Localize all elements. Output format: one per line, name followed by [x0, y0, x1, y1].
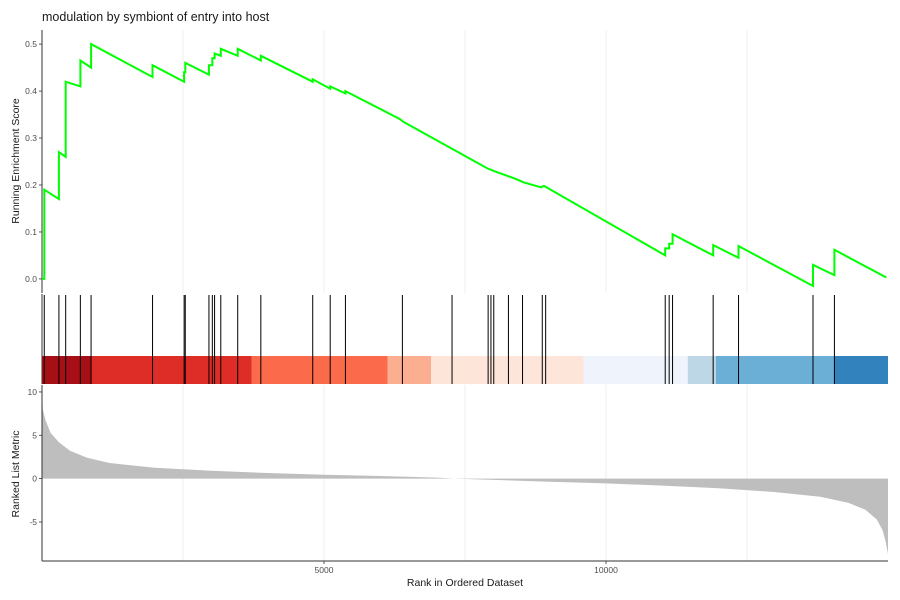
- color-bar-segment: [834, 356, 888, 384]
- es-y-tick-label: 0.2: [25, 180, 37, 190]
- ranked-y-tick-label: 10: [28, 387, 38, 397]
- color-bar-segment: [91, 356, 252, 384]
- chart-title: modulation by symbiont of entry into hos…: [42, 10, 270, 24]
- enrichment-score-panel: 0.0 0.1 0.2 0.3 0.4 0.5 Running Enrichment Sc…: [10, 30, 887, 293]
- ranking-color-bar: [42, 356, 888, 384]
- ranked-y-tick-label: 0: [32, 474, 37, 484]
- ranked-y-tick-label: -5: [29, 517, 37, 527]
- gene-hit-lines: [43, 295, 835, 384]
- es-vertical-gridlines: [182, 30, 748, 293]
- color-bar-segment: [42, 356, 92, 384]
- running-enrichment-score-line: [42, 42, 887, 288]
- color-bar-segment: [583, 356, 688, 384]
- ranked-list-metric-area: [42, 389, 888, 555]
- es-y-tick-label: 0.3: [25, 133, 37, 143]
- color-bar-segment: [715, 356, 835, 384]
- ranked-list-panel: -5 0 5 10 5000 10000 Ranked List Metric Rank…: [10, 385, 888, 589]
- color-bar-segment: [387, 356, 432, 384]
- color-bar-segment: [687, 356, 716, 384]
- x-tick-label: 5000: [315, 565, 334, 575]
- es-y-tick-label: 0.4: [25, 86, 37, 96]
- color-bar-segment: [431, 356, 584, 384]
- color-bar-segment: [251, 356, 388, 384]
- gene-hits-panel: [41, 294, 888, 384]
- x-axis-title: Rank in Ordered Dataset: [407, 577, 523, 589]
- ranked-y-tick-label: 5: [32, 430, 37, 440]
- es-y-tick-label: 0.0: [25, 274, 37, 284]
- es-y-tick-label: 0.1: [25, 227, 37, 237]
- x-tick-label: 10000: [594, 565, 618, 575]
- es-y-axis-title: Running Enrichment Score: [10, 98, 22, 224]
- ranked-y-axis-title: Ranked List Metric: [10, 431, 22, 518]
- es-y-tick-label: 0.5: [25, 39, 37, 49]
